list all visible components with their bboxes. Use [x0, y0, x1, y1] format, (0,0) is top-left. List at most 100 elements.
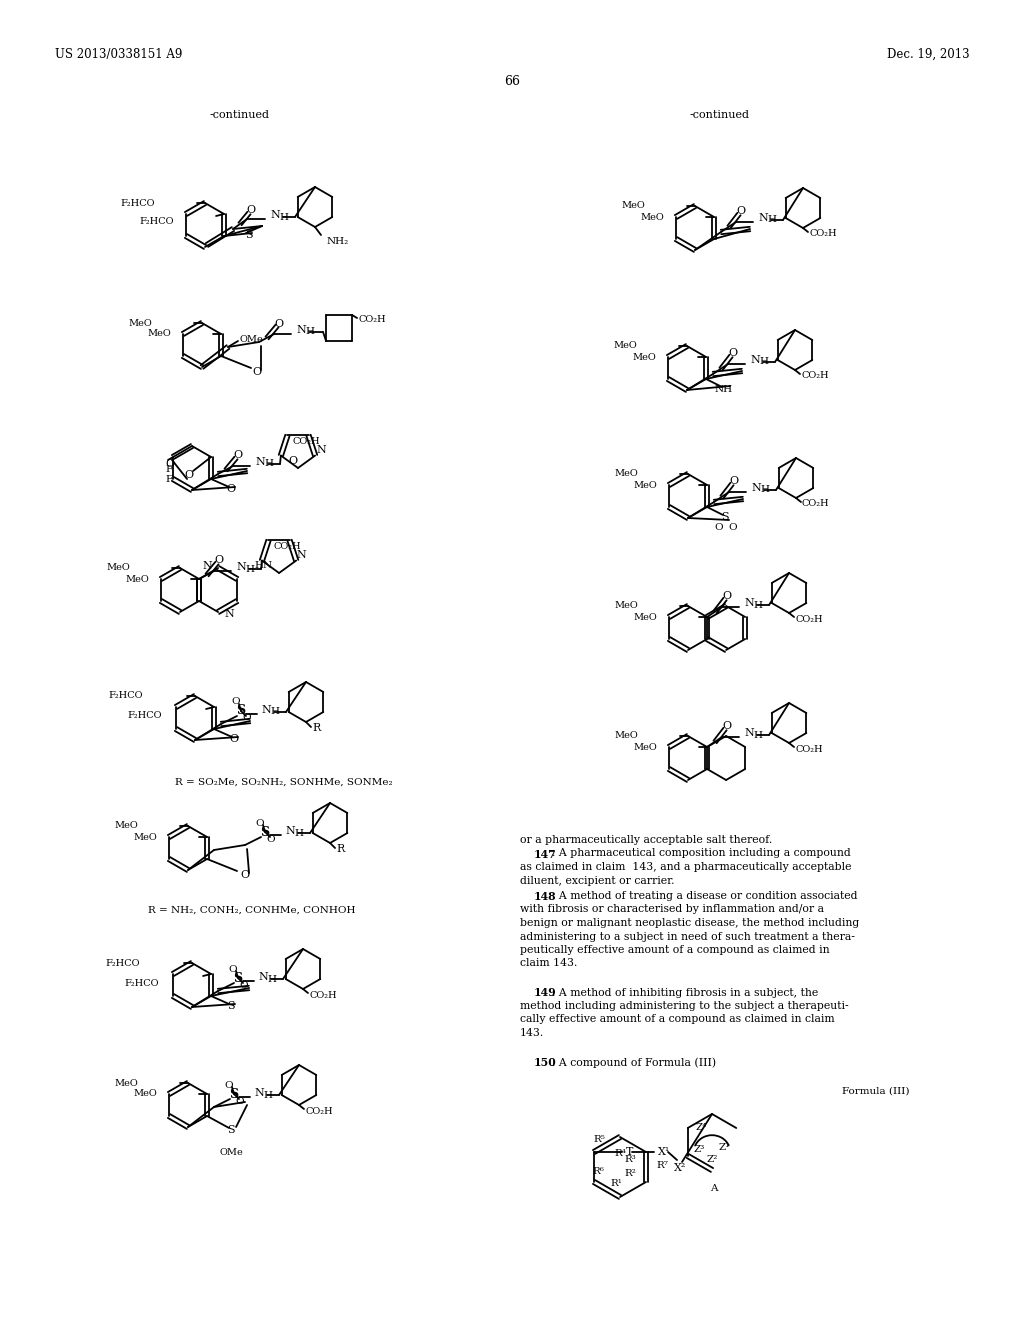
Text: S: S: [721, 512, 729, 521]
Text: 150: 150: [534, 1057, 557, 1068]
Text: R¹: R¹: [610, 1179, 622, 1188]
Text: R = NH₂, CONH₂, CONHMe, CONHOH: R = NH₂, CONH₂, CONHMe, CONHOH: [148, 906, 355, 915]
Text: N: N: [255, 457, 265, 467]
Text: N: N: [270, 210, 280, 220]
Text: N: N: [203, 561, 212, 572]
Text: MeO: MeO: [614, 602, 638, 610]
Text: O: O: [233, 450, 243, 459]
Text: Dec. 19, 2013: Dec. 19, 2013: [888, 48, 970, 61]
Text: MeO: MeO: [147, 330, 171, 338]
Text: O: O: [166, 459, 174, 469]
Text: O: O: [274, 319, 284, 329]
Text: MeO: MeO: [633, 742, 657, 751]
Text: F₂HCO: F₂HCO: [121, 198, 155, 207]
Text: S: S: [237, 705, 246, 718]
Text: H: H: [270, 708, 279, 717]
Text: MeO: MeO: [633, 480, 657, 490]
Text: O: O: [736, 206, 745, 216]
Text: 143.: 143.: [520, 1028, 544, 1038]
Text: MeO: MeO: [125, 574, 150, 583]
Text: MeO: MeO: [106, 564, 130, 573]
Text: F₂HCO: F₂HCO: [139, 218, 174, 227]
Text: F: F: [166, 475, 173, 484]
Text: CO₂H: CO₂H: [273, 543, 301, 550]
Text: R²: R²: [624, 1170, 636, 1179]
Text: NH₂: NH₂: [327, 236, 349, 246]
Text: Z¹: Z¹: [719, 1143, 730, 1152]
Text: CO₂H: CO₂H: [802, 499, 829, 508]
Text: MeO: MeO: [613, 342, 637, 351]
Text: cally effective amount of a compound as claimed in claim: cally effective amount of a compound as …: [520, 1015, 835, 1024]
Text: or a pharmaceutically acceptable salt thereof.: or a pharmaceutically acceptable salt th…: [520, 836, 772, 845]
Text: N: N: [758, 213, 768, 223]
Text: S: S: [233, 972, 243, 985]
Text: O: O: [243, 714, 251, 722]
Text: O: O: [289, 455, 298, 466]
Text: N: N: [744, 729, 754, 738]
Text: O: O: [715, 523, 723, 532]
Text: . A method of treating a disease or condition associated: . A method of treating a disease or cond…: [552, 891, 857, 902]
Text: O: O: [729, 477, 738, 486]
Text: R: R: [336, 843, 344, 854]
Text: O: O: [266, 834, 275, 843]
Text: CO₂H: CO₂H: [795, 744, 822, 754]
Text: . A method of inhibiting fibrosis in a subject, the: . A method of inhibiting fibrosis in a s…: [552, 987, 818, 998]
Text: administering to a subject in need of such treatment a thera-: administering to a subject in need of su…: [520, 932, 855, 941]
Text: CO₂H: CO₂H: [809, 230, 837, 239]
Text: 148: 148: [534, 891, 557, 902]
Text: H: H: [245, 565, 254, 573]
Text: peutically effective amount of a compound as claimed in: peutically effective amount of a compoun…: [520, 945, 829, 954]
Text: S: S: [245, 230, 253, 240]
Text: CO₂H: CO₂H: [795, 615, 822, 623]
Text: MeO: MeO: [128, 318, 152, 327]
Text: N: N: [750, 355, 760, 366]
Text: claim 143.: claim 143.: [520, 958, 578, 969]
Text: MeO: MeO: [133, 833, 157, 842]
Text: O: O: [229, 734, 239, 744]
Text: O: O: [723, 721, 731, 731]
Text: Z⁴: Z⁴: [695, 1123, 708, 1133]
Text: N: N: [751, 483, 761, 492]
Text: CO₂H: CO₂H: [293, 437, 321, 446]
Text: . A compound of Formula (III): . A compound of Formula (III): [552, 1057, 716, 1068]
Text: 149: 149: [534, 987, 557, 998]
Text: N: N: [254, 1088, 264, 1098]
Text: O: O: [728, 348, 737, 358]
Text: HN: HN: [255, 561, 273, 570]
Text: 66: 66: [504, 75, 520, 88]
Text: OMe: OMe: [219, 1148, 243, 1158]
Text: H: H: [760, 486, 769, 495]
Text: diluent, excipient or carrier.: diluent, excipient or carrier.: [520, 875, 675, 886]
Text: H: H: [267, 974, 276, 983]
Text: Formula (III): Formula (III): [843, 1086, 910, 1096]
Text: R⁷: R⁷: [656, 1162, 668, 1171]
Text: N: N: [224, 609, 233, 619]
Text: H: H: [263, 1090, 272, 1100]
Text: -continued: -continued: [210, 110, 270, 120]
Text: X²: X²: [674, 1163, 686, 1173]
Text: O: O: [228, 965, 238, 974]
Text: R: R: [312, 723, 321, 733]
Text: MeO: MeO: [115, 1078, 138, 1088]
Text: as claimed in claim  143, and a pharmaceutically acceptable: as claimed in claim 143, and a pharmaceu…: [520, 862, 852, 873]
Text: R⁶: R⁶: [592, 1167, 604, 1176]
Text: A: A: [711, 1184, 718, 1193]
Text: H: H: [753, 730, 762, 739]
Text: N: N: [316, 445, 326, 454]
Text: -continued: -continued: [690, 110, 750, 120]
Text: Z³: Z³: [694, 1146, 705, 1155]
Text: MeO: MeO: [640, 213, 664, 222]
Text: CO₂H: CO₂H: [309, 990, 337, 999]
Text: S: S: [229, 1088, 239, 1101]
Text: CO₂H: CO₂H: [358, 314, 386, 323]
Text: N: N: [296, 549, 306, 560]
Text: N: N: [258, 972, 267, 982]
Text: MeO: MeO: [632, 352, 656, 362]
Text: N: N: [744, 598, 754, 609]
Text: MeO: MeO: [633, 612, 657, 622]
Text: O: O: [729, 523, 737, 532]
Text: MeO: MeO: [622, 202, 645, 210]
Text: with fibrosis or characterised by inflammation and/or a: with fibrosis or characterised by inflam…: [520, 904, 824, 915]
Text: O: O: [240, 981, 248, 990]
Text: MeO: MeO: [133, 1089, 157, 1098]
